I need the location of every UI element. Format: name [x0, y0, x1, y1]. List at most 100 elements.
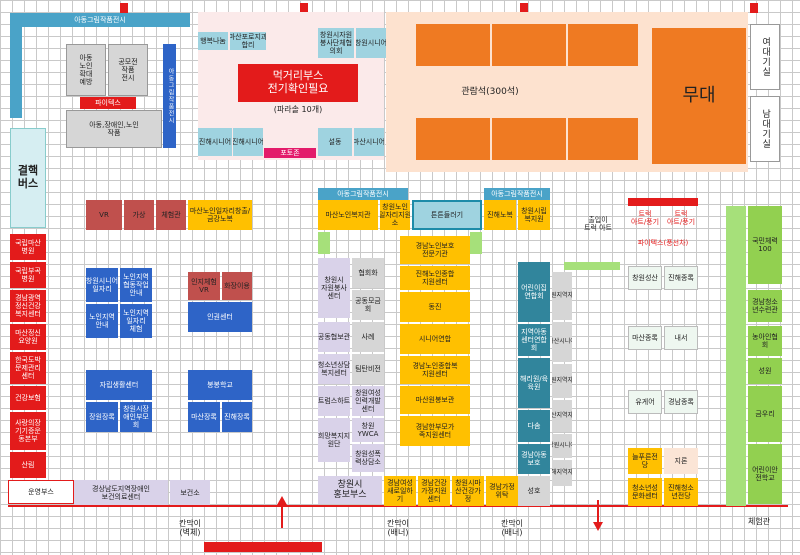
- center-purple-2: 공동모금 회: [352, 290, 384, 320]
- east-pair-0-a: 창원성산: [628, 266, 662, 290]
- audience-label: 관람석(300석): [461, 86, 519, 97]
- senior-jobs-booth: 마산노인일자리창출/ 금강노복: [188, 200, 252, 230]
- center-yellow-10: 경남건강 가정지원 센터: [418, 476, 450, 506]
- center-cyan-2: 창원시립 복지원: [518, 200, 550, 230]
- green-marker: [318, 232, 330, 254]
- dashed-booth-1: 마산시니어: [552, 322, 572, 362]
- audience-block: [416, 24, 490, 66]
- center-yellow-0: 마산노인복지관: [318, 200, 378, 230]
- center-purple-12: 창원시 홍보부스: [318, 476, 382, 504]
- tent-4: 창원시니어: [356, 28, 386, 58]
- center-yellow-8: 경남한부모가 족지원센터: [400, 416, 470, 446]
- green-booth-0: 국민체력 100: [748, 206, 782, 284]
- east-red-bar: [628, 198, 698, 206]
- east-pair-2-a: 유게어: [628, 390, 662, 414]
- entrance-arrow-up: [281, 504, 283, 528]
- center-note: 출입이 트럭 아트: [584, 215, 612, 232]
- red-tick: [750, 3, 758, 13]
- east-pie: 파이텍스(풍선차): [637, 238, 689, 247]
- tent-7: 설동: [318, 128, 352, 156]
- center-cyan-4: 지역아동 센터연합 회: [518, 324, 550, 356]
- virtual-booth: 가상: [124, 200, 154, 230]
- child-art-box: 아동 노인 확대 예방: [66, 44, 106, 96]
- center-purple-3: 공동협보관: [318, 322, 350, 352]
- masan-booth: 마산장록: [188, 402, 220, 432]
- center-cyan-5: 해리원/육 육원: [518, 358, 550, 408]
- center-cyan-6: 다솜: [518, 410, 550, 442]
- west-booth-4: 한국도박 문제관리 센터: [10, 352, 46, 384]
- east-pair-3-b: 지론: [664, 448, 698, 474]
- public-health-box: 보건소: [170, 480, 210, 506]
- partition-wall: 칸막이 (벽체): [178, 518, 202, 537]
- center-cyan-7: 경남아동 보호: [518, 444, 550, 474]
- crafts-box: 공모전 작품 전시: [108, 44, 148, 96]
- dashed-booth-0: 창원지역자활: [552, 272, 572, 320]
- west-booth-1: 국립부곡 병원: [10, 262, 46, 288]
- tent-3: 창원시자원 봉사단체협 의회: [318, 28, 354, 58]
- center-cyan-0: 튼튼들러기: [412, 200, 482, 230]
- dashed-booth-5: 진해지역자활: [552, 460, 572, 486]
- audience-block: [492, 118, 566, 160]
- red-tick: [120, 3, 128, 13]
- stage: 무대: [652, 28, 746, 164]
- west-booth-6: 사랑의장 기기증운 동본부: [10, 412, 46, 450]
- photo-booth: 포토존: [264, 148, 316, 158]
- blue-booth-1: 노인지역 협동작업 안내: [120, 268, 152, 302]
- blue-booth-7: 창원시장 애인부모 회: [120, 402, 152, 432]
- center-yellow-11: 창원시마 산건강가 정: [452, 476, 484, 506]
- center-purple-0: 창원시 자원봉사 센터: [318, 258, 350, 318]
- tent-6: 진해시니어: [233, 128, 263, 156]
- partition-banner-2: 칸막이 (배너): [500, 518, 524, 537]
- dashed-booth-2: 창원지역자활: [552, 364, 572, 398]
- vr-cognitive-booth: 인지체험 VR: [188, 272, 220, 300]
- blue-booth-6: 장원장록: [86, 402, 118, 432]
- center-purple-1: 협회화: [352, 258, 384, 288]
- green-booth-4: 금우리: [748, 386, 782, 442]
- center-purple-9: 희망복지지 원단: [318, 418, 350, 462]
- blue-booth-5: 자립생활센터: [86, 370, 152, 400]
- center-purple-6: 팀탄비전: [352, 354, 384, 384]
- center-purple-8: 창원여성 인력개발 센터: [352, 386, 384, 416]
- east-pair-1-b: 내서: [664, 326, 698, 350]
- exhibit-top-banner: 아동그림작품전시: [10, 13, 190, 27]
- center-yellow-12: 경남가정 위탁: [486, 476, 518, 506]
- green-booth-3: 성원: [748, 358, 782, 384]
- west-booth-2: 경남광역 정신건강 복지센터: [10, 290, 46, 322]
- west-booth-5: 건강보험: [10, 386, 46, 410]
- disabled-art-box: 아동,장애인,노인 작품: [66, 110, 162, 148]
- green-marker: [470, 232, 482, 254]
- center-purple-10: 창원 YWCA: [352, 418, 384, 442]
- center-purple-7: 트럼스하트: [318, 386, 350, 416]
- center-purple-5: 청소년상담 복지센터: [318, 354, 350, 384]
- tent-2: 마산포로지과 합리: [230, 32, 266, 50]
- exhibit-side-banner: 아동그림작품전시: [163, 44, 176, 148]
- partition-banner-1: 칸막이 (배너): [386, 518, 410, 537]
- green-booth-1: 경남청소 년수련관: [748, 290, 782, 322]
- jinhae-booth: 진해장록: [222, 402, 252, 432]
- gym-label: 체험관: [747, 517, 771, 527]
- west-booth-7: 산림: [10, 452, 46, 478]
- audience-block: [492, 24, 566, 66]
- east-green-edge: [726, 206, 746, 506]
- green-booth-2: 농아인협 회: [748, 326, 782, 356]
- parasol-label: (파라솔 10개): [273, 105, 323, 115]
- center-cyan-1: 진해노복: [484, 200, 516, 230]
- operation-booth: 운영부스: [8, 480, 74, 504]
- center-yellow-1: 창원노인 일자리지원 소: [380, 200, 410, 230]
- center-purple-11: 창원성폭 력상담소: [352, 444, 384, 472]
- green-booth-5: 어린이안 전학교: [748, 444, 782, 504]
- center-yellow-9: 경남여성 새로일하 기: [384, 476, 416, 506]
- center-yellow-6: 경남노인종합복 지원센터: [400, 356, 470, 384]
- east-pair-2-b: 경남종록: [664, 390, 698, 414]
- tb-bus: 결핵 버스: [10, 128, 46, 228]
- food-booth-label: 먹거리부스 전기확인필요: [238, 64, 358, 102]
- center-yellow-5: 시니어연합: [400, 324, 470, 354]
- center-yellow-7: 마산원봉보관: [400, 386, 470, 414]
- truck-art-2: 트럭 아트/풍기: [666, 209, 696, 226]
- art-header-1: 아동그림작품전시: [318, 188, 408, 200]
- west-booth-0: 국립마산 병원: [10, 234, 46, 260]
- arrow-down-icon: [593, 522, 603, 531]
- makeup-booth: 화장이용: [222, 272, 252, 300]
- east-pair-4-b: 진해청소 년전당: [664, 478, 698, 506]
